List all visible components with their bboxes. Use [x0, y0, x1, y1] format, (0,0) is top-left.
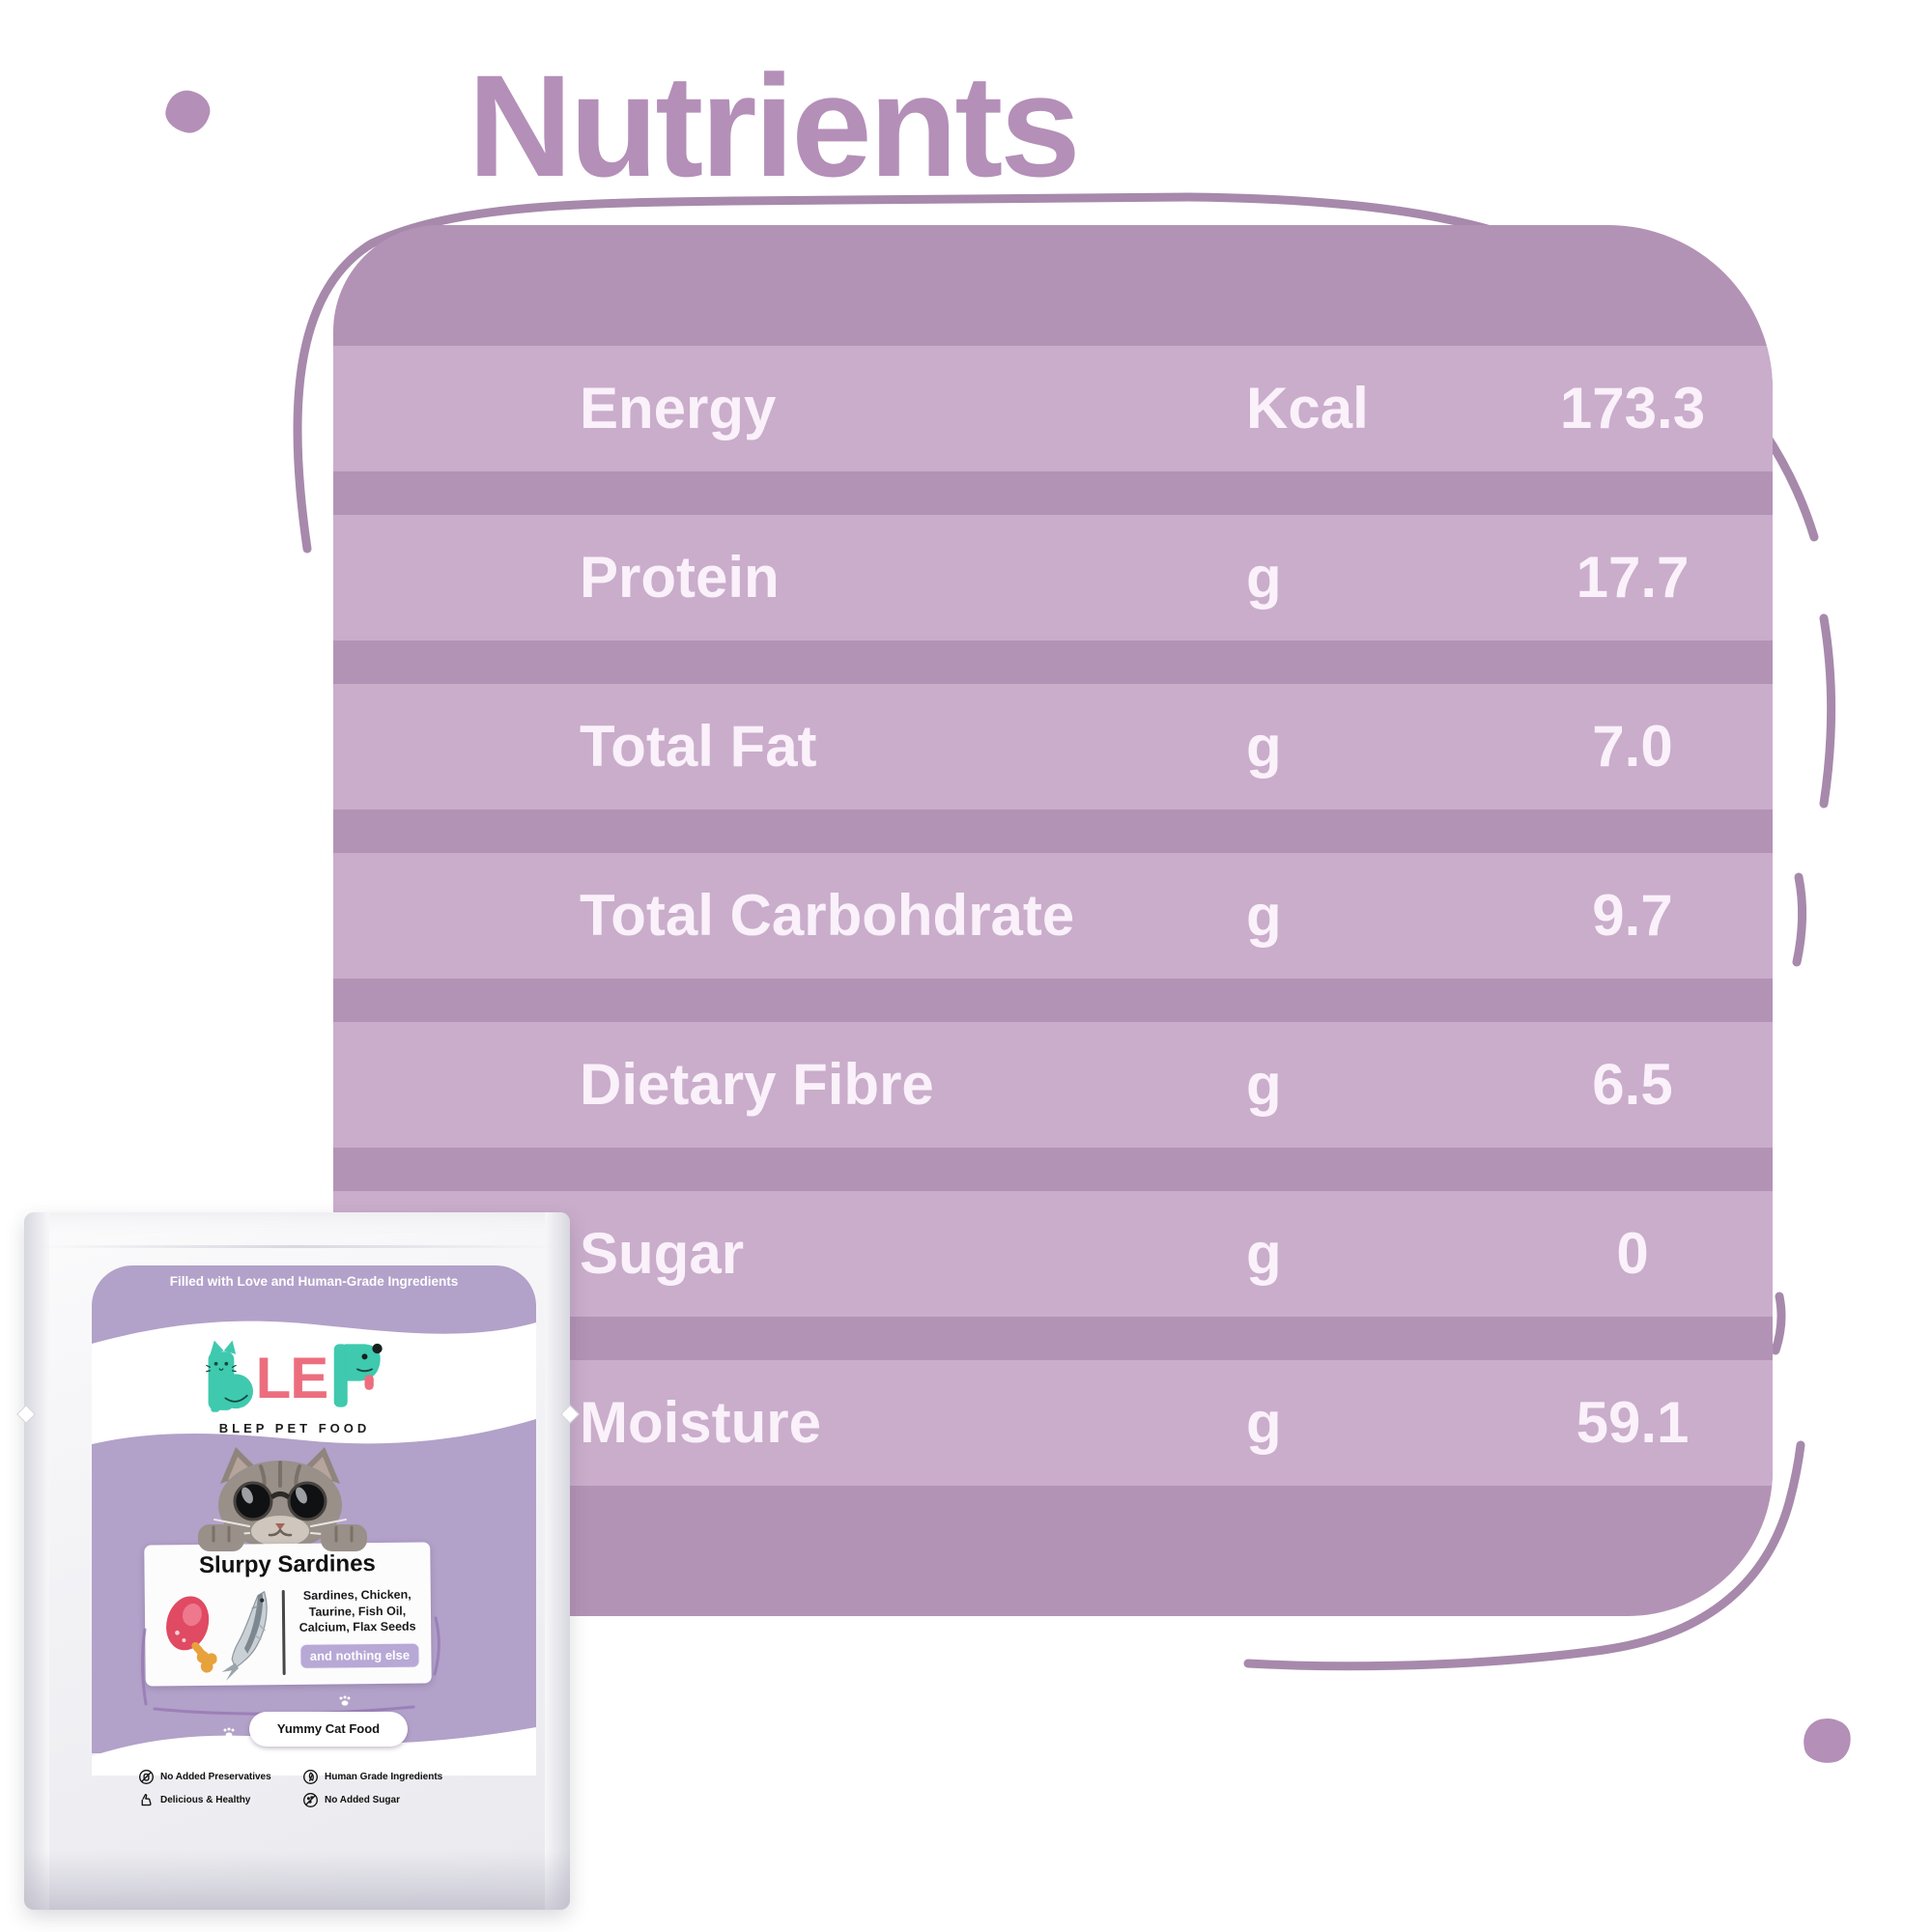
- badge-no-preservatives: No Added Preservatives: [138, 1767, 271, 1786]
- row-unit: g: [1246, 714, 1282, 779]
- paw-icon: [223, 1727, 235, 1738]
- product-card: Slurpy Sardines: [144, 1542, 432, 1687]
- pouch-gusset-left: [24, 1212, 49, 1910]
- row-value: 59.1: [1576, 1390, 1690, 1455]
- row-value: 0: [1616, 1221, 1649, 1286]
- row-label: Energy: [580, 376, 777, 440]
- table-row: Sugar g 0: [333, 1191, 1773, 1317]
- row-label: Sugar: [580, 1221, 745, 1286]
- dog-logo-icon: [334, 1343, 383, 1407]
- card-sketch-decor: [140, 1616, 440, 1716]
- row-label: Total Fat: [580, 714, 817, 779]
- chicken-leg-icon: [166, 1596, 217, 1673]
- label-bottom-wave: [92, 1727, 536, 1776]
- logo-letters: LE: [255, 1345, 329, 1410]
- cat-photo: [213, 1447, 347, 1548]
- no-preservatives-icon: [139, 1769, 154, 1784]
- badge-label: No Added Preservatives: [160, 1771, 271, 1782]
- row-label: Total Carbohdrate: [580, 883, 1075, 948]
- row-value: 6.5: [1592, 1052, 1673, 1117]
- row-value: 17.7: [1576, 545, 1690, 610]
- badge-no-added-sugar: No Added Sugar: [302, 1790, 400, 1809]
- table-row: Energy Kcal 173.3: [333, 346, 1773, 471]
- pouch-gusset-right: [545, 1212, 570, 1910]
- row-label: Moisture: [580, 1390, 822, 1455]
- row-unit: g: [1246, 1390, 1282, 1455]
- table-row: Total Carbohdrate g 9.7: [333, 853, 1773, 979]
- cat-paw: [198, 1524, 244, 1551]
- cat-logo-icon: [205, 1340, 253, 1412]
- row-unit: g: [1246, 883, 1282, 948]
- row-value: 9.7: [1592, 883, 1673, 948]
- logo-wave-band: [92, 1321, 536, 1444]
- badge-label: No Added Sugar: [325, 1794, 400, 1805]
- row-unit: Kcal: [1246, 376, 1369, 440]
- pouch-crease: [38, 1245, 556, 1248]
- badge-label: Human Grade Ingredients: [325, 1771, 443, 1782]
- table-row: Total Fat g 7.0: [333, 684, 1773, 810]
- tagline-pill: Yummy Cat Food: [249, 1712, 408, 1747]
- cat-paw: [321, 1524, 367, 1551]
- table-row: Dietary Fibre g 6.5: [333, 1022, 1773, 1148]
- row-unit: g: [1246, 545, 1282, 610]
- row-label: Dietary Fibre: [580, 1052, 934, 1117]
- fish-icon: [221, 1590, 268, 1681]
- no-sugar-icon: [303, 1792, 318, 1807]
- badge-delicious-healthy: Delicious & Healthy: [138, 1790, 250, 1809]
- badge-label: Delicious & Healthy: [160, 1794, 251, 1805]
- nutrients-panel: Energy Kcal 173.3 Protein g 17.7 Total F…: [333, 225, 1773, 1616]
- badge-human-grade: Human Grade Ingredients: [302, 1767, 442, 1786]
- product-packet: Filled with Love and Human-Grade Ingredi…: [16, 1212, 580, 1910]
- packet-banner-text: Filled with Love and Human-Grade Ingredi…: [169, 1274, 459, 1289]
- delicious-healthy-icon: [141, 1793, 152, 1805]
- brand-logo: LE: [179, 1332, 411, 1423]
- row-value: 7.0: [1592, 714, 1673, 779]
- row-label: Protein: [580, 545, 780, 610]
- row-unit: g: [1246, 1052, 1282, 1117]
- table-row: Moisture g 59.1: [333, 1360, 1773, 1486]
- row-value: 173.3: [1559, 376, 1706, 440]
- pouch-shadow: [24, 1850, 570, 1910]
- table-row: Protein g 17.7: [333, 515, 1773, 640]
- row-unit: g: [1246, 1221, 1282, 1286]
- human-grade-icon: [303, 1769, 318, 1784]
- brand-name: BLEP PET FOOD: [218, 1421, 371, 1435]
- card-images: [155, 1586, 283, 1682]
- paw-icon: [339, 1695, 351, 1706]
- page-title: Nutrients: [468, 44, 1080, 207]
